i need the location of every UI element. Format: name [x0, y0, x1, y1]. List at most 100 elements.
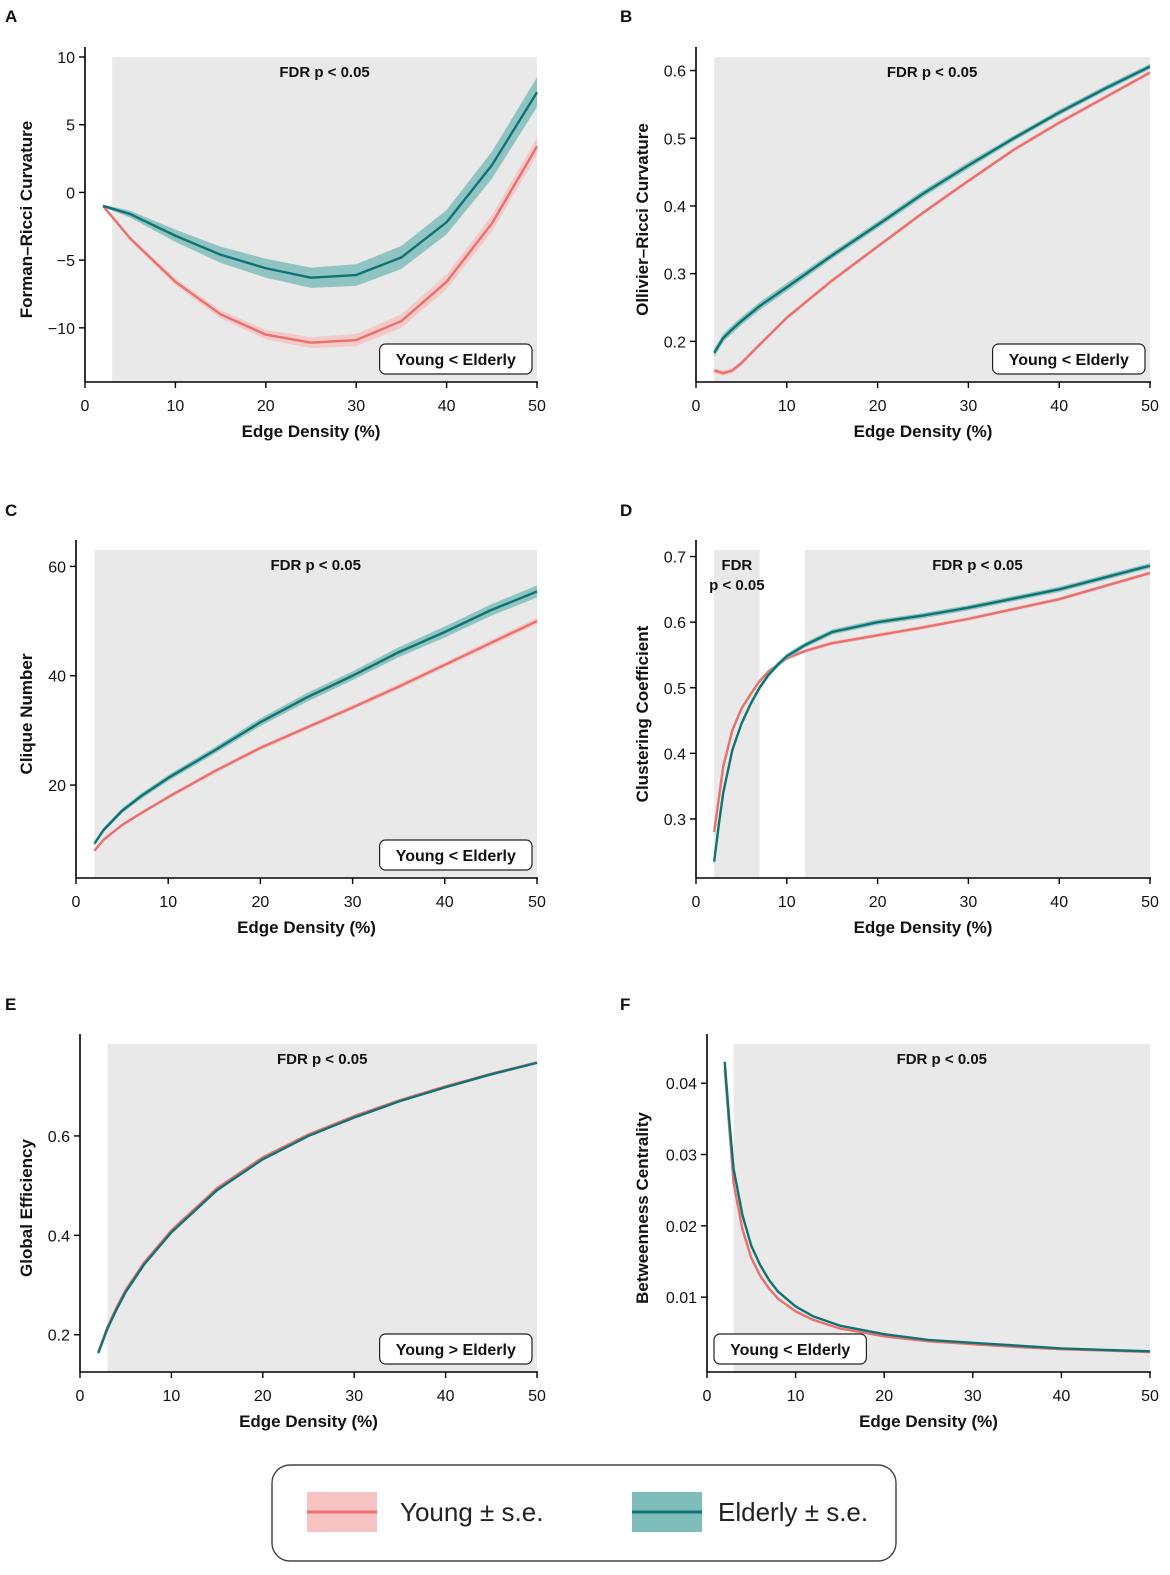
- x-tick-label: 20: [875, 1388, 893, 1405]
- x-tick-label: 50: [1141, 1388, 1159, 1405]
- x-tick-label: 10: [159, 894, 177, 911]
- elderly-series-line: [723, 1061, 1151, 1353]
- x-tick-label: 40: [1053, 1388, 1071, 1405]
- x-tick-label: 20: [869, 894, 887, 911]
- x-tick-label: 30: [344, 894, 362, 911]
- x-tick-label: 40: [437, 1388, 455, 1405]
- x-tick-label: 0: [692, 894, 701, 911]
- significance-region: [714, 57, 1150, 382]
- x-tick-label: 20: [257, 398, 275, 415]
- y-tick-label: 0.4: [664, 199, 686, 216]
- comparison-label: Young < Elderly: [396, 848, 516, 865]
- comparison-box: [991, 343, 1146, 375]
- y-tick-label: 0.04: [666, 1076, 697, 1093]
- y-tick-label: 0.5: [664, 681, 686, 698]
- significance-label: FDR p < 0.05: [932, 557, 1022, 574]
- y-axis-title: Clustering Coefficient: [633, 625, 652, 802]
- panel-letter: E: [5, 995, 16, 1014]
- legend: Young ± s.e. Elderly ± s.e.: [271, 1464, 897, 1562]
- panel-letter: D: [620, 501, 632, 520]
- significance-label: FDR: [721, 557, 752, 574]
- comparison-box: [713, 1333, 867, 1365]
- panel-letter: F: [620, 995, 630, 1014]
- significance-region: [107, 1044, 538, 1372]
- significance-label: FDR p < 0.05: [887, 64, 977, 81]
- x-tick-label: 0: [72, 894, 81, 911]
- significance-region: [714, 550, 760, 878]
- panel-a: FDR p < 0.05 0 10 20 30 40 50 −10 −5 0 5 10 Edge Den…: [5, 7, 546, 441]
- y-axis-title: Forman–Ricci Curvature: [17, 121, 36, 318]
- young-se-band: [103, 137, 537, 349]
- x-tick-label: 40: [1050, 894, 1068, 911]
- x-tick-label: 50: [528, 398, 546, 415]
- elderly-series-line: [712, 564, 1151, 862]
- x-tick-label: 20: [254, 1388, 272, 1405]
- comparison-label: Young < Elderly: [396, 352, 516, 369]
- x-tick-label: 40: [1050, 398, 1068, 415]
- x-tick-label: 40: [436, 894, 454, 911]
- y-tick-label: 5: [66, 118, 75, 135]
- significance-label: FDR p < 0.05: [897, 1051, 987, 1068]
- y-tick-label: 20: [48, 778, 66, 795]
- x-tick-label: 10: [167, 398, 185, 415]
- significance-label-line2: p < 0.05: [709, 577, 764, 594]
- significance-region: [804, 550, 1150, 878]
- comparison-label: Young > Elderly: [396, 1342, 516, 1359]
- panel-d: FDR p < 0.05 FDR p < 0.05 0 10 20 30 40 50 0.3 0.4…: [620, 501, 1159, 937]
- panel-letter: A: [5, 7, 17, 26]
- significance-region: [94, 550, 537, 878]
- significance-region: [112, 57, 538, 382]
- comparison-box: [379, 839, 533, 871]
- y-tick-label: 0.2: [48, 1328, 70, 1345]
- y-axis-title: Clique Number: [17, 653, 36, 774]
- x-tick-label: 10: [778, 398, 796, 415]
- x-tick-label: 0: [76, 1388, 85, 1405]
- x-tick-label: 20: [252, 894, 270, 911]
- legend-frame: [271, 1464, 897, 1562]
- young-series-line: [93, 619, 538, 852]
- panel-e: FDR p < 0.05 0 10 20 30 40 50 0.2 0.4 0.6 Edge Den…: [5, 995, 546, 1431]
- y-tick-label: 0: [66, 185, 75, 202]
- x-tick-label: 30: [345, 1388, 363, 1405]
- panel-letter: C: [5, 501, 17, 520]
- x-axis-title: Edge Density (%): [859, 1412, 998, 1431]
- x-tick-label: 50: [528, 1388, 546, 1405]
- y-tick-label: 0.5: [664, 131, 686, 148]
- significance-region: [733, 1044, 1150, 1372]
- x-axis-title: Edge Density (%): [242, 422, 381, 441]
- x-tick-label: 30: [960, 894, 978, 911]
- x-tick-label: 50: [528, 894, 546, 911]
- y-tick-label: 0.6: [48, 1129, 70, 1146]
- x-tick-label: 50: [1141, 398, 1159, 415]
- x-tick-label: 20: [869, 398, 887, 415]
- y-tick-label: 0.3: [664, 267, 686, 284]
- y-tick-label: 0.03: [666, 1148, 697, 1165]
- significance-label: FDR p < 0.05: [270, 557, 360, 574]
- x-axis-title: Edge Density (%): [239, 1412, 378, 1431]
- y-tick-label: 0.4: [48, 1228, 70, 1245]
- x-tick-label: 10: [163, 1388, 181, 1405]
- y-tick-label: 0.3: [664, 812, 686, 829]
- y-tick-label: 0.6: [664, 615, 686, 632]
- x-tick-label: 30: [964, 1388, 982, 1405]
- y-axis-title: Betweenness Centrality: [633, 1112, 652, 1304]
- x-tick-label: 0: [81, 398, 90, 415]
- y-tick-label: 0.6: [664, 64, 686, 81]
- young-series-line: [102, 145, 539, 344]
- x-tick-label: 0: [692, 398, 701, 415]
- panel-b: FDR p < 0.05 0 10 20 30 40 50 0.2 0.3 0.4 0.5 0.6 Ed…: [620, 7, 1159, 441]
- legend-elderly-label: Elderly ± s.e.: [718, 1497, 868, 1527]
- x-axis-title: Edge Density (%): [854, 422, 993, 441]
- panel-f: FDR p < 0.05 0 10 20 30 40 50 0.01 0.02 0.03 0.04 E…: [620, 995, 1159, 1431]
- comparison-box: [379, 1333, 533, 1365]
- x-tick-label: 0: [703, 1388, 712, 1405]
- panel-letter: B: [620, 7, 632, 26]
- y-tick-label: 0.4: [664, 746, 686, 763]
- x-tick-label: 10: [787, 1388, 805, 1405]
- y-tick-label: 0.01: [666, 1290, 697, 1307]
- x-tick-label: 30: [960, 398, 978, 415]
- y-tick-label: 0.7: [664, 550, 686, 567]
- x-axis-title: Edge Density (%): [237, 918, 376, 937]
- elderly-se-band: [94, 585, 537, 846]
